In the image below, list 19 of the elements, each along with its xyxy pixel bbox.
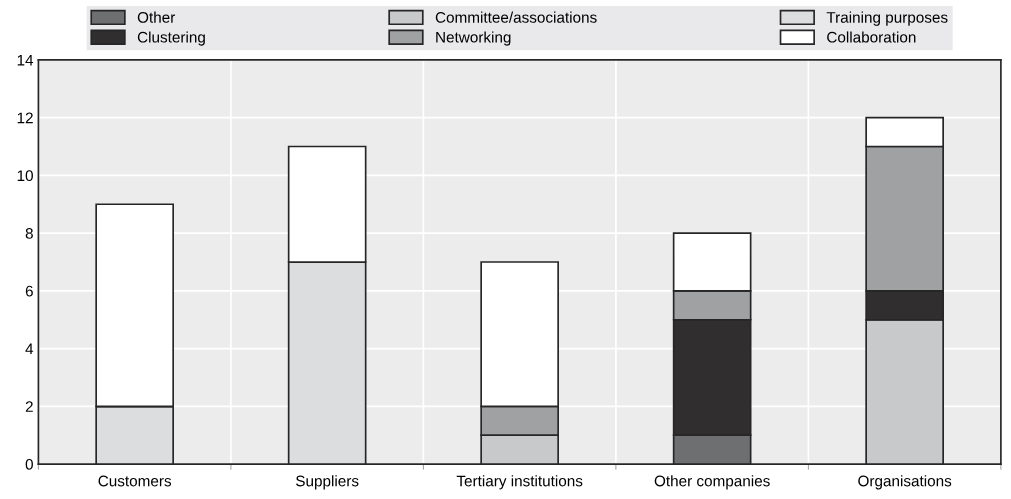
y-tick-label: 8 [25, 227, 33, 239]
legend-label: Committee/associations [435, 11, 597, 23]
y-tick-label: 10 [17, 170, 33, 182]
legend-label: Clustering [137, 31, 205, 46]
y-tick-label: 14 [17, 54, 34, 66]
y-tick-label: 12 [17, 112, 33, 124]
y-tick-label: 2 [25, 401, 33, 412]
x-tick-label: Other companies [654, 475, 770, 490]
legend-label: Training purposes [826, 11, 948, 26]
x-tick-label: Organisations [858, 475, 952, 490]
x-tick-label: Customers [98, 475, 172, 487]
y-tick-label: 4 [25, 343, 34, 355]
legend-label: Collaboration [827, 31, 916, 43]
x-tick-label: Tertiary institutions [456, 475, 583, 490]
legend-label: Other [137, 11, 176, 23]
y-tick-label: 6 [25, 285, 33, 297]
x-tick-label: Suppliers [296, 475, 359, 490]
legend-label: Networking [436, 31, 511, 46]
y-tick-label: 0 [25, 458, 33, 470]
